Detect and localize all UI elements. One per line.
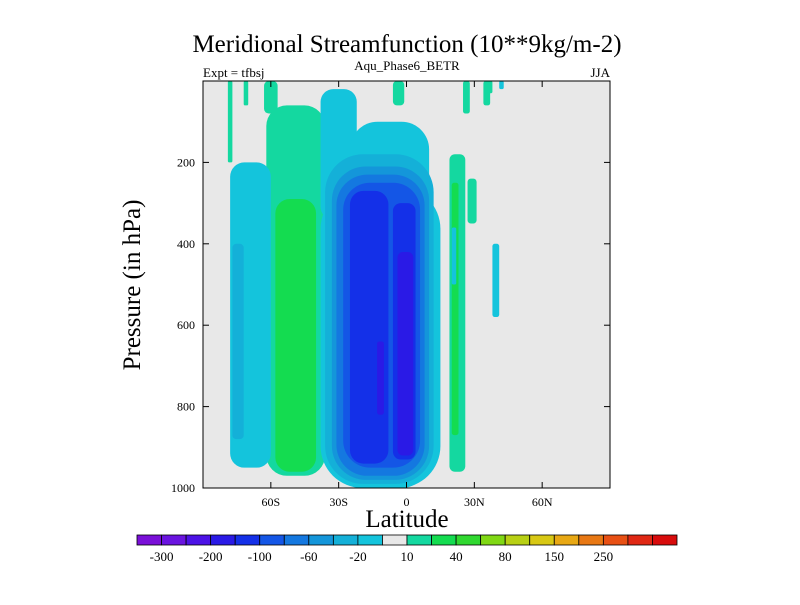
colorbar-swatch — [553, 534, 580, 546]
contour-region-1 — [243, 81, 249, 106]
contour-region-26 — [492, 243, 500, 318]
colorbar-label: 10 — [401, 549, 414, 564]
chart-title: Meridional Streamfunction (10**9kg/m-2) — [192, 31, 621, 58]
y-tick-label: 200 — [177, 155, 195, 169]
contour-region-6 — [275, 199, 317, 472]
x-axis-ticks: 60S 30S 0 30N 60N — [261, 81, 553, 509]
colorbar-labels: -300 -200 -100 -60 -20 10 40 80 150 250 — [150, 549, 613, 564]
contour-region-2 — [264, 81, 278, 114]
colorbar-swatch — [136, 534, 162, 546]
colorbar-swatch — [332, 534, 359, 546]
x-tick-label: 30S — [329, 495, 348, 509]
colorbar-swatch — [602, 534, 629, 546]
colorbar-label: 150 — [545, 549, 565, 564]
colorbar-swatch — [210, 534, 236, 546]
colorbar — [136, 534, 678, 546]
colorbar-swatch — [627, 534, 653, 546]
colorbar-label: -60 — [300, 549, 317, 564]
colorbar-label: -300 — [150, 549, 174, 564]
subtitle-experiment: Expt = tfbsj — [203, 65, 265, 80]
colorbar-label: 80 — [499, 549, 512, 564]
contour-region-22 — [463, 81, 470, 114]
colorbar-swatch — [578, 534, 604, 546]
x-tick-label: 60N — [532, 495, 553, 509]
colorbar-swatch — [259, 534, 285, 546]
colorbar-swatch — [283, 534, 310, 546]
y-tick-label: 1000 — [171, 481, 195, 495]
x-axis-label: Latitude — [365, 506, 448, 533]
y-axis-label: Pressure (in hPa) — [119, 200, 146, 371]
contour-regions — [227, 81, 504, 488]
x-tick-label: 0 — [404, 495, 410, 509]
contour-region-17 — [377, 341, 384, 415]
contour-region-0 — [227, 81, 233, 163]
colorbar-label: -200 — [199, 549, 223, 564]
colorbar-swatch — [652, 534, 678, 546]
colorbar-swatch — [234, 534, 261, 546]
y-tick-label: 600 — [177, 318, 195, 332]
colorbar-swatch — [406, 534, 432, 546]
colorbar-swatch — [161, 534, 187, 546]
colorbar-label: 40 — [450, 549, 463, 564]
colorbar-label: -20 — [349, 549, 366, 564]
contour-region-16 — [397, 251, 414, 456]
contour-region-14 — [349, 190, 389, 464]
x-tick-label: 30N — [464, 495, 485, 509]
colorbar-label: 250 — [594, 549, 614, 564]
colorbar-swatch — [455, 534, 482, 546]
contour-region-25 — [487, 81, 493, 94]
colorbar-swatch — [308, 534, 334, 546]
colorbar-swatch — [480, 534, 506, 546]
colorbar-swatch — [431, 534, 457, 546]
x-tick-label: 60S — [261, 495, 280, 509]
y-tick-label: 800 — [177, 400, 195, 414]
subtitle-case: Aqu_Phase6_BETR — [354, 58, 460, 73]
y-tick-label: 400 — [177, 237, 195, 251]
colorbar-swatch — [529, 534, 555, 546]
subtitle-season: JJA — [590, 65, 610, 80]
contour-region-5 — [232, 243, 244, 440]
contour-region-27 — [499, 81, 504, 90]
contour-region-21 — [451, 227, 457, 285]
contour-region-18 — [392, 81, 405, 106]
y-axis-ticks: 200 400 600 800 1000 — [171, 155, 610, 495]
contour-region-20 — [451, 182, 459, 436]
colorbar-swatch — [504, 534, 531, 546]
colorbar-swatch — [357, 534, 383, 546]
colorbar-swatch — [185, 534, 212, 546]
contour-region-23 — [467, 178, 477, 224]
colorbar-swatch — [382, 534, 408, 546]
colorbar-label: -100 — [248, 549, 272, 564]
